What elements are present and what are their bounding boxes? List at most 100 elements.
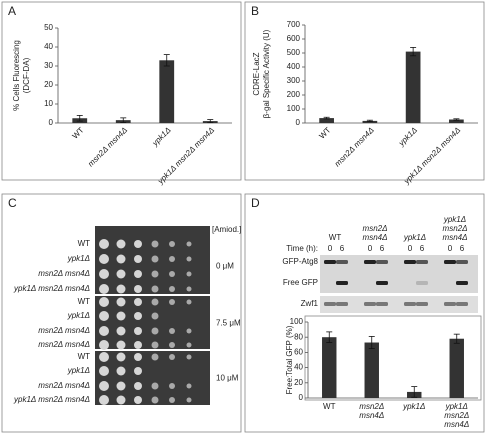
band xyxy=(336,302,348,306)
band-label: GFP-Atg8 xyxy=(282,257,318,266)
spot xyxy=(99,326,109,336)
band xyxy=(416,302,428,306)
time-label: 6 xyxy=(420,244,425,253)
x-tick-label-line: msn2Δ xyxy=(359,402,384,411)
spot xyxy=(116,297,126,307)
panel-label: C xyxy=(8,196,17,210)
panel-a-frame xyxy=(1,1,242,181)
chart-frame xyxy=(304,315,482,401)
spot xyxy=(116,284,126,294)
band xyxy=(444,302,456,306)
spot xyxy=(134,312,142,320)
strain-label: ypk1Δ msn2Δ msn4Δ xyxy=(13,284,90,293)
y-tick-label: 200 xyxy=(287,90,301,99)
strain-header: ypk1Δ msn2Δ msn4Δ xyxy=(443,215,468,242)
time-label: 6 xyxy=(460,244,465,253)
y-axis-label: Free:Total GFP (%) xyxy=(285,325,294,394)
spot xyxy=(151,255,159,263)
spot xyxy=(186,328,192,334)
y-axis-label: CDRE-LacZ xyxy=(252,52,261,95)
spot xyxy=(99,254,109,264)
y-tick-label: 100 xyxy=(287,104,301,113)
x-tick-label: WT xyxy=(317,125,332,140)
concentration-label: 0 μM xyxy=(216,262,234,271)
y-tick-label: 300 xyxy=(287,76,301,85)
spot xyxy=(151,382,159,390)
spot xyxy=(99,311,109,321)
band xyxy=(376,260,388,264)
spot xyxy=(99,340,109,350)
spot xyxy=(151,396,159,404)
spot xyxy=(186,286,192,292)
band-label: Free GFP xyxy=(283,278,318,287)
spot xyxy=(169,354,175,360)
bar xyxy=(449,338,464,398)
strain-label: msn2Δ msn4Δ xyxy=(38,381,90,390)
strain-header-line: msn4Δ xyxy=(363,233,388,242)
spot xyxy=(151,327,159,335)
bar xyxy=(322,337,337,398)
y-tick-label: 100 xyxy=(290,317,304,326)
spot xyxy=(99,352,109,362)
strain-label: ypk1Δ xyxy=(67,311,90,320)
x-tick-label: ypk1Δ xyxy=(396,126,419,149)
blot xyxy=(320,296,478,313)
x-tick-label: WT xyxy=(70,125,85,140)
y-tick-label: 700 xyxy=(287,20,301,29)
time-label: 6 xyxy=(380,244,385,253)
bar xyxy=(319,118,334,123)
spot xyxy=(134,255,142,263)
panel-c-frame xyxy=(1,193,242,433)
band xyxy=(364,260,376,264)
x-tick-label-line: WT xyxy=(323,402,336,411)
spot xyxy=(169,256,175,262)
spot xyxy=(186,241,192,247)
time-label: 0 xyxy=(408,244,413,253)
band xyxy=(324,260,336,264)
spot xyxy=(186,299,192,305)
strain-label: msn2Δ msn4Δ xyxy=(38,269,90,278)
spot xyxy=(169,271,175,277)
spot xyxy=(99,395,109,405)
y-tick-label: 60 xyxy=(294,348,303,357)
spot xyxy=(169,397,175,403)
y-axis-label: (DCF-DA) xyxy=(22,57,31,93)
y-tick-label: 50 xyxy=(44,23,53,32)
spot xyxy=(116,239,126,249)
y-tick-label: 80 xyxy=(294,332,303,341)
spot xyxy=(186,397,192,403)
spot xyxy=(134,327,142,335)
x-tick-label: msn2Δ msn4Δ xyxy=(333,126,376,169)
spot xyxy=(99,269,109,279)
spot xyxy=(186,256,192,262)
strain-header-line: WT xyxy=(329,233,342,242)
time-label: 6 xyxy=(340,244,345,253)
band xyxy=(336,281,348,285)
strain-label: msn2Δ msn4Δ xyxy=(38,326,90,335)
x-tick-label-line: msn2Δ xyxy=(444,411,469,420)
x-tick-label: ypk1Δ xyxy=(402,402,425,411)
spot xyxy=(134,367,142,375)
spot xyxy=(116,254,126,264)
band xyxy=(416,281,428,285)
spot xyxy=(186,271,192,277)
y-tick-label: 400 xyxy=(287,62,301,71)
x-tick-label-line: msn4Δ xyxy=(444,420,469,429)
panel-b-frame xyxy=(244,1,485,181)
strain-header-line: msn2Δ xyxy=(443,224,468,233)
strain-label: WT xyxy=(78,239,91,248)
spot xyxy=(151,270,159,278)
spot xyxy=(134,240,142,248)
panel-d-frame xyxy=(244,193,485,433)
plate xyxy=(95,296,210,349)
spot xyxy=(151,341,159,349)
spot xyxy=(151,240,159,248)
y-tick-label: 0 xyxy=(299,393,304,402)
strain-header-line: msn4Δ xyxy=(443,233,468,242)
y-tick-label: 0 xyxy=(296,118,301,127)
spot xyxy=(169,286,175,292)
spot xyxy=(116,352,126,362)
panel-label: D xyxy=(251,196,260,210)
y-tick-label: 500 xyxy=(287,48,301,57)
